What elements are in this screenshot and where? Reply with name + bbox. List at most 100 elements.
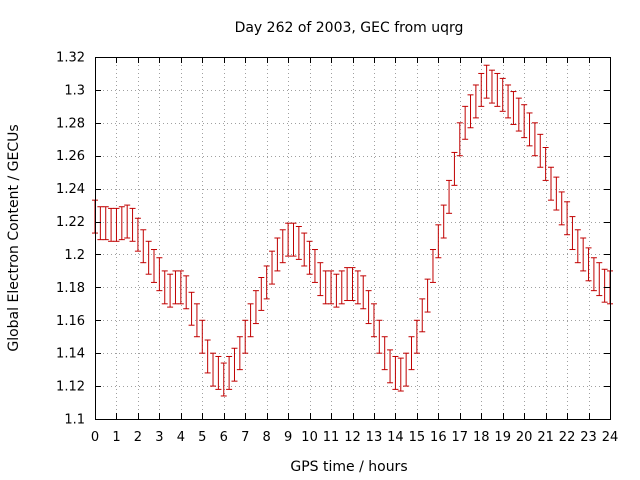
error-bar-point bbox=[118, 206, 125, 241]
error-bar-point bbox=[151, 249, 158, 283]
error-bar-point bbox=[167, 273, 174, 308]
error-bar-point bbox=[188, 291, 195, 326]
error-bar-point bbox=[220, 362, 227, 397]
grid bbox=[95, 57, 610, 419]
error-bar-point bbox=[547, 166, 554, 201]
x-tick-label: 1 bbox=[112, 430, 120, 445]
error-bar-point bbox=[344, 267, 351, 302]
error-bar-point bbox=[210, 352, 217, 387]
error-bar-point bbox=[403, 352, 410, 387]
error-bar-point bbox=[510, 91, 517, 125]
error-bar-point bbox=[446, 179, 453, 214]
error-bar-point bbox=[601, 268, 608, 303]
error-bar-point bbox=[467, 94, 474, 129]
error-bar-point bbox=[333, 273, 340, 308]
x-tick-label: 23 bbox=[580, 430, 597, 445]
error-bar-point bbox=[102, 206, 109, 241]
x-tick-label: 8 bbox=[263, 430, 271, 445]
error-bar-point bbox=[360, 275, 367, 310]
error-bar-point bbox=[531, 122, 538, 157]
error-bar-point bbox=[392, 355, 399, 390]
error-bar-point bbox=[97, 206, 104, 241]
error-bar-point bbox=[483, 64, 490, 99]
error-bar-point bbox=[204, 339, 211, 374]
error-bar-point bbox=[252, 290, 259, 325]
error-bar-point bbox=[424, 278, 431, 313]
x-tick-label: 21 bbox=[537, 430, 554, 445]
error-bar-point bbox=[124, 204, 131, 239]
y-tick-label: 1.2 bbox=[64, 248, 85, 263]
error-bar-point bbox=[306, 240, 313, 275]
x-tick-label: 11 bbox=[323, 430, 340, 445]
error-bar-point bbox=[247, 303, 254, 338]
error-bar-point bbox=[494, 72, 501, 107]
error-bar-point bbox=[429, 249, 436, 283]
x-tick-label: 5 bbox=[198, 430, 206, 445]
x-tick-label: 24 bbox=[602, 430, 619, 445]
data-series bbox=[92, 64, 613, 397]
y-tick-label: 1.26 bbox=[56, 149, 85, 164]
error-bar-point bbox=[263, 265, 270, 300]
x-tick-label: 13 bbox=[366, 430, 383, 445]
error-bar-point bbox=[274, 237, 281, 272]
error-bar-point bbox=[397, 357, 404, 392]
y-tick-label: 1.28 bbox=[56, 116, 85, 131]
error-bar-point bbox=[236, 336, 243, 371]
x-tick-label: 6 bbox=[220, 430, 228, 445]
error-bar-point bbox=[140, 229, 147, 264]
error-bar-point bbox=[311, 249, 318, 283]
x-tick-label: 17 bbox=[452, 430, 469, 445]
error-bar-point bbox=[231, 347, 238, 382]
x-tick-label: 18 bbox=[473, 430, 490, 445]
y-axis-label: Global Electron Content / GECUs bbox=[6, 124, 22, 351]
error-bar-point bbox=[295, 225, 302, 260]
error-bar-point bbox=[199, 319, 206, 354]
x-tick-label: 9 bbox=[284, 430, 292, 445]
error-bar-point bbox=[177, 270, 184, 305]
error-bar-point bbox=[564, 201, 571, 236]
error-bar-point bbox=[279, 229, 286, 264]
error-bar-point bbox=[322, 270, 329, 305]
error-bar-point bbox=[301, 232, 308, 267]
x-tick-label: 20 bbox=[516, 430, 533, 445]
error-bar-point bbox=[134, 217, 141, 252]
error-bar-point bbox=[569, 216, 576, 251]
error-bar-point bbox=[553, 176, 560, 211]
error-bar-point bbox=[472, 84, 479, 119]
error-bar-point bbox=[108, 207, 115, 242]
y-tick-label: 1.24 bbox=[56, 182, 85, 197]
error-bar-point bbox=[172, 270, 179, 305]
error-bar-point bbox=[242, 319, 249, 354]
error-bar-point bbox=[499, 77, 506, 112]
error-bar-point bbox=[505, 84, 512, 119]
error-bar-point bbox=[376, 319, 383, 354]
x-tick-label: 3 bbox=[155, 430, 163, 445]
error-bar-point bbox=[161, 270, 168, 305]
y-tick-labels: 1.1 1.12 1.14 1.16 1.18 1.2 1.22 1.24 1.26 1.28 1.… bbox=[56, 51, 85, 428]
x-tick-label: 19 bbox=[494, 430, 511, 445]
error-bar-point bbox=[478, 72, 485, 107]
x-tick-label: 22 bbox=[559, 430, 576, 445]
error-bar-point bbox=[440, 204, 447, 239]
error-bar-point bbox=[183, 275, 190, 310]
error-bar-point bbox=[558, 191, 565, 226]
error-bar-point bbox=[419, 298, 426, 333]
x-tick-label: 0 bbox=[91, 430, 99, 445]
error-bar-point bbox=[258, 276, 265, 311]
error-bar-point bbox=[145, 240, 152, 275]
x-tick-label: 15 bbox=[409, 430, 426, 445]
x-tick-label: 10 bbox=[301, 430, 318, 445]
y-tick-label: 1.12 bbox=[56, 380, 85, 395]
x-tick-label: 4 bbox=[177, 430, 185, 445]
y-tick-label: 1.1 bbox=[64, 413, 85, 428]
error-bar-point bbox=[269, 250, 276, 285]
error-bar-point bbox=[526, 112, 533, 147]
error-bar-point bbox=[408, 336, 415, 371]
x-tick-label: 2 bbox=[134, 430, 142, 445]
error-bar-point bbox=[590, 257, 597, 292]
error-bar-point bbox=[537, 133, 544, 168]
error-bar-point bbox=[113, 207, 120, 242]
error-bar-point bbox=[317, 262, 324, 297]
error-bar-point bbox=[462, 105, 469, 140]
